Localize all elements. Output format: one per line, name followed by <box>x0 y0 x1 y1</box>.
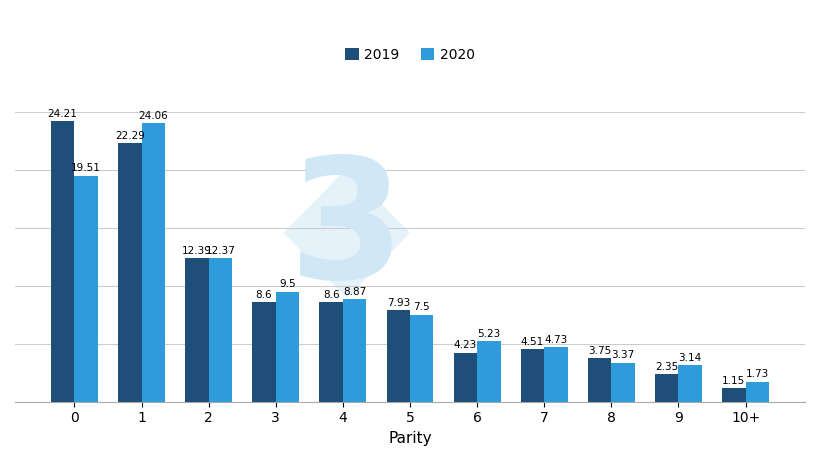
Text: 8.87: 8.87 <box>342 287 366 296</box>
Text: 19.51: 19.51 <box>71 163 101 173</box>
Bar <box>654 374 677 402</box>
Bar <box>587 358 611 402</box>
Text: 5.23: 5.23 <box>477 329 500 339</box>
Text: 1.73: 1.73 <box>744 369 768 379</box>
Text: 4.51: 4.51 <box>520 337 544 347</box>
Text: 3.75: 3.75 <box>587 346 610 356</box>
Bar <box>252 302 275 402</box>
Text: 4.73: 4.73 <box>544 335 567 344</box>
Text: 8.6: 8.6 <box>323 290 339 300</box>
Bar <box>275 292 299 402</box>
Bar <box>722 389 744 402</box>
Bar <box>386 310 410 402</box>
Bar <box>520 349 544 402</box>
Text: 8.6: 8.6 <box>256 290 272 300</box>
Text: 3: 3 <box>288 152 405 314</box>
Text: 3.14: 3.14 <box>678 353 701 363</box>
Text: 12.37: 12.37 <box>206 246 235 256</box>
Bar <box>208 258 232 402</box>
Text: 2.35: 2.35 <box>654 362 677 372</box>
Text: 22.29: 22.29 <box>115 131 144 141</box>
Text: 24.21: 24.21 <box>48 109 78 119</box>
X-axis label: Parity: Parity <box>387 431 432 446</box>
Text: 4.23: 4.23 <box>453 340 477 350</box>
Bar <box>51 121 75 402</box>
Text: 24.06: 24.06 <box>138 111 168 121</box>
Text: 7.93: 7.93 <box>386 297 410 307</box>
Bar <box>342 299 366 402</box>
Bar <box>319 302 342 402</box>
Bar <box>477 341 500 402</box>
Bar <box>185 258 208 402</box>
Text: 1.15: 1.15 <box>722 376 744 386</box>
Bar <box>544 347 567 402</box>
Bar <box>677 365 701 402</box>
Bar <box>410 315 433 402</box>
Bar <box>453 353 477 402</box>
Bar <box>611 363 634 402</box>
Text: 7.5: 7.5 <box>413 302 429 313</box>
Text: 3.37: 3.37 <box>611 350 634 361</box>
Bar <box>118 143 142 402</box>
Bar <box>744 382 768 402</box>
Text: 9.5: 9.5 <box>278 279 296 290</box>
Bar <box>75 176 97 402</box>
Text: 12.39: 12.39 <box>182 246 211 256</box>
Polygon shape <box>283 168 410 298</box>
Bar <box>142 123 165 402</box>
Legend: 2019, 2020: 2019, 2020 <box>339 42 480 67</box>
